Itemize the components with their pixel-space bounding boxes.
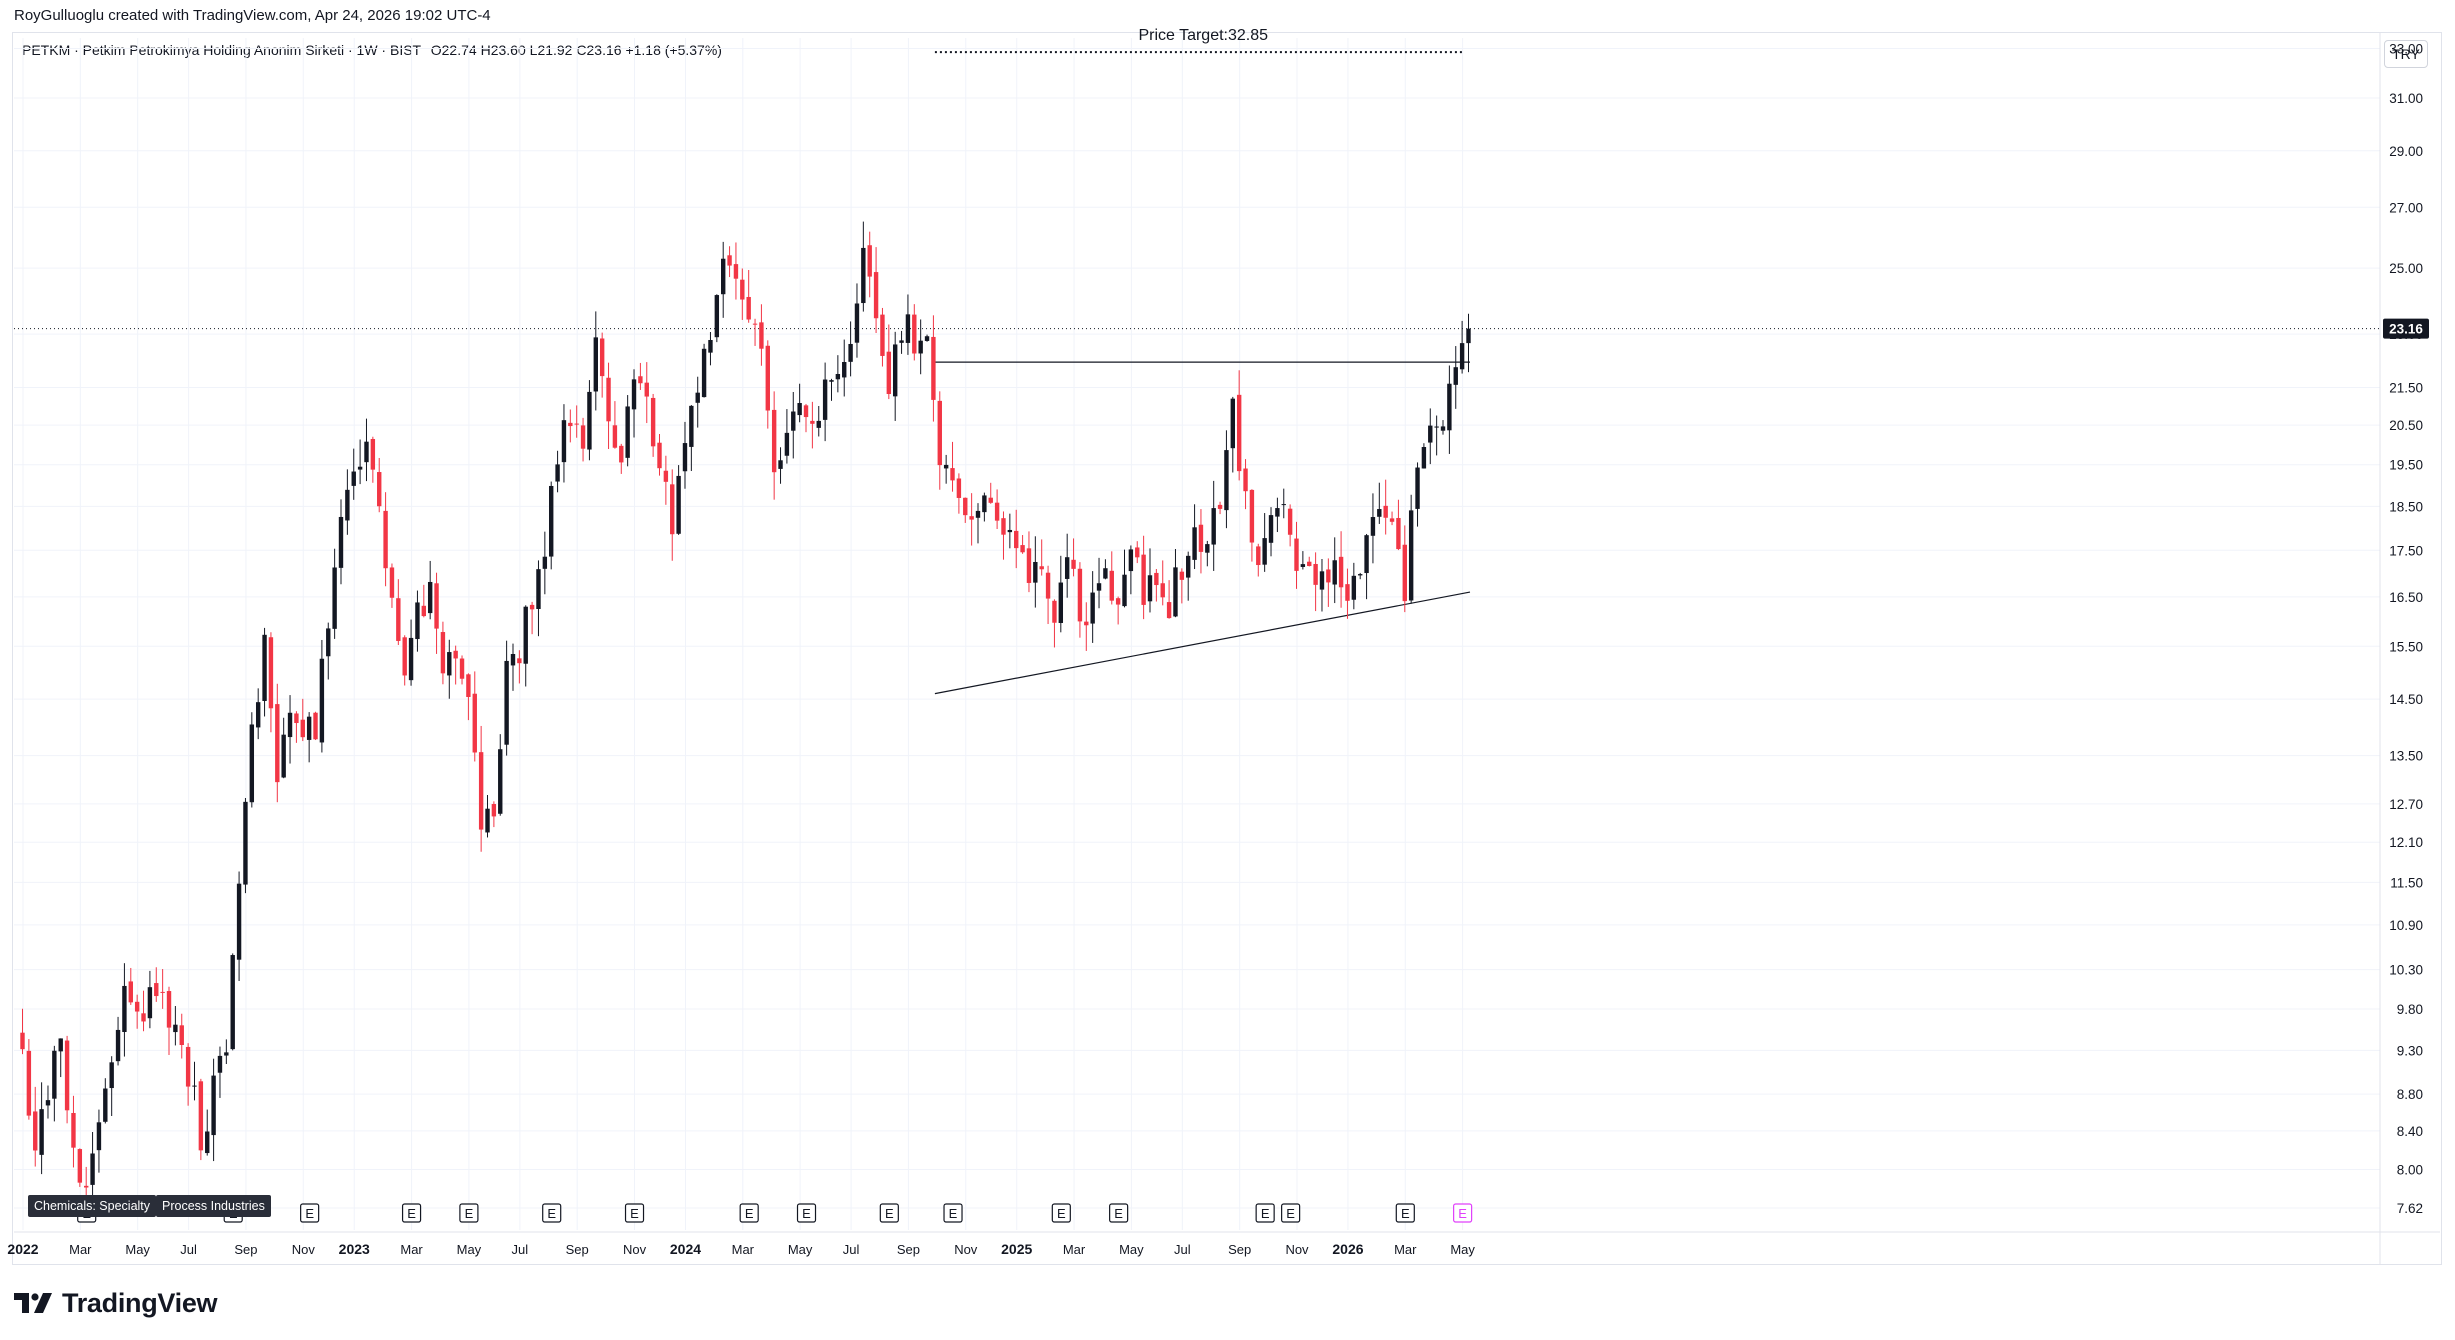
- sector-badge[interactable]: Chemicals: Specialty: [28, 1195, 157, 1217]
- symbol-info-line: PETKM · Petkim Petrokimya Holding Anonim…: [22, 42, 722, 58]
- open-label: O: [430, 42, 442, 58]
- open-value: 22.74: [441, 42, 477, 58]
- tradingview-logo-text: TradingView: [62, 1287, 218, 1318]
- industry-badge[interactable]: Process Industries: [156, 1195, 271, 1217]
- high-label: H: [480, 42, 491, 58]
- low-value: 21.92: [537, 42, 573, 58]
- close-value: 23.16: [586, 42, 622, 58]
- high-value: 23.60: [490, 42, 526, 58]
- chart-frame: [12, 32, 2442, 1265]
- low-label: L: [529, 42, 538, 58]
- symbol-name[interactable]: PETKM · Petkim Petrokimya Holding Anonim…: [22, 42, 421, 58]
- currency-button[interactable]: TRY: [2384, 40, 2428, 68]
- close-label: C: [576, 42, 587, 58]
- tradingview-logo-icon: [14, 1293, 52, 1313]
- chart-attribution: RoyGulluoglu created with TradingView.co…: [14, 7, 491, 24]
- tradingview-logo[interactable]: TradingView: [14, 1286, 218, 1320]
- change-value: +1.18 (+5.37%): [625, 42, 722, 58]
- ohlc-values: O22.74 H23.60 L21.92 C23.16 +1.18 (+5.37…: [431, 42, 722, 58]
